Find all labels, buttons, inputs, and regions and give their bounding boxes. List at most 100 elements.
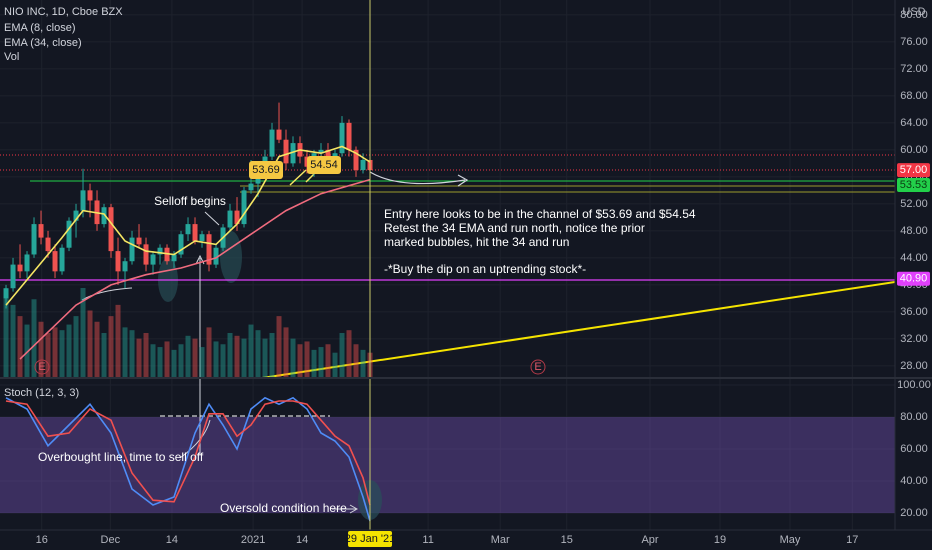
- candle-body: [31, 224, 37, 255]
- candle-body: [213, 247, 219, 265]
- volume-bar: [318, 347, 324, 378]
- event-label: E: [534, 361, 541, 373]
- volume-bar: [101, 333, 107, 378]
- candle-body: [283, 139, 289, 164]
- volume-bar: [38, 321, 44, 378]
- volume-bar: [290, 338, 296, 378]
- y-tick-label: 64.00: [900, 117, 928, 129]
- volume-bar: [213, 341, 219, 378]
- marks: [3, 102, 373, 522]
- candle-body: [59, 247, 65, 272]
- volume-bar: [178, 344, 184, 378]
- y-tick-label: 76.00: [900, 36, 928, 48]
- sketch-arrow: [81, 287, 133, 301]
- x-tick-label: 16: [36, 534, 48, 546]
- candle-body: [353, 149, 359, 171]
- candle-body: [318, 149, 324, 154]
- arrow-head: [457, 174, 469, 187]
- volume-bar: [325, 344, 331, 378]
- price-bubble: [249, 161, 283, 179]
- candle-body: [269, 129, 275, 157]
- x-tick-label: 17: [846, 534, 858, 546]
- x-tick-label: Apr: [641, 534, 658, 546]
- x-tick-label: 11: [422, 534, 433, 546]
- volume-bar: [255, 330, 261, 378]
- x-tick-label: 14: [166, 534, 178, 546]
- y-tick-label: 36.00: [900, 306, 928, 318]
- volume-bar: [262, 338, 268, 378]
- candle-body: [122, 261, 128, 272]
- candle-body: [157, 247, 163, 255]
- x-tick-label: 15: [561, 534, 573, 546]
- volume-bar: [353, 344, 359, 378]
- volume-bar: [304, 341, 310, 378]
- stoch-line: [5, 396, 371, 522]
- candle-body: [241, 190, 247, 225]
- annotation: Retest the 34 EMA and run north, notice …: [384, 221, 645, 235]
- annotation: Oversold condition here: [220, 501, 347, 515]
- volume-bar: [283, 327, 289, 378]
- price-bubble: [307, 156, 341, 174]
- price-bubble-label: 54.54: [310, 159, 338, 171]
- price-label: 57.00: [900, 164, 928, 176]
- annotation: -*Buy the dip on an uptrending stock*-: [384, 262, 586, 276]
- x-tick-label: Mar: [491, 534, 510, 546]
- candle-body: [10, 264, 16, 289]
- event-marker: [34, 359, 50, 375]
- volume-bar: [31, 299, 37, 378]
- y-tick-label: 80.00: [900, 9, 928, 21]
- candle-body: [73, 210, 79, 221]
- crosshair-label-box: [348, 531, 393, 547]
- volume-bar: [346, 330, 352, 378]
- grid: [0, 0, 895, 530]
- volume-bar: [297, 344, 303, 378]
- volume-bar: [150, 344, 156, 378]
- volume-bar: [143, 333, 149, 378]
- volume-bar: [59, 330, 65, 378]
- candle-body: [108, 207, 114, 252]
- volume-bar: [339, 333, 345, 378]
- y-tick-label: 44.00: [900, 252, 928, 264]
- volume-bar: [360, 349, 366, 378]
- candle-body: [248, 183, 254, 191]
- candle-body: [185, 224, 191, 235]
- annotation: marked bubbles, hit the 34 and run: [384, 235, 569, 249]
- candle-body: [234, 210, 240, 225]
- candle-body: [87, 190, 93, 201]
- y-tick-label: 20.00: [900, 507, 928, 519]
- stoch-title: Stoch (12, 3, 3): [4, 387, 79, 399]
- volume-bar: [311, 349, 317, 378]
- candle-body: [171, 254, 177, 262]
- trend-line: [261, 281, 896, 379]
- pointer-arrow: [332, 504, 359, 514]
- candle-body: [346, 122, 352, 150]
- y-tick-label: 68.00: [900, 90, 928, 102]
- annotation: Selloff begins: [154, 194, 226, 208]
- volume-bar: [73, 316, 79, 378]
- volume-bar: [269, 333, 275, 378]
- price-label: 53.53: [900, 179, 928, 191]
- candle-body: [178, 234, 184, 255]
- candle-body: [136, 237, 142, 245]
- price-label: 40.90: [900, 273, 928, 285]
- ema-line: [19, 178, 371, 360]
- y-tick-label: 48.00: [900, 225, 928, 237]
- volume-bar: [136, 338, 142, 378]
- volume-bar: [17, 316, 23, 378]
- legend-entry: EMA (8, close): [4, 22, 76, 34]
- candle-body: [66, 220, 72, 248]
- candle-body: [45, 237, 51, 252]
- volume-bar: [45, 333, 51, 378]
- candle-body: [129, 237, 135, 262]
- candle-body: [17, 264, 23, 272]
- price-label-box: [897, 163, 930, 178]
- volume-bar: [227, 333, 233, 378]
- annotation: Entry here looks to be in the channel of…: [384, 207, 696, 221]
- pointer-line: [204, 211, 220, 226]
- projection-arrow: [369, 171, 466, 185]
- candle-body: [339, 122, 345, 154]
- volume-bar: [241, 338, 247, 378]
